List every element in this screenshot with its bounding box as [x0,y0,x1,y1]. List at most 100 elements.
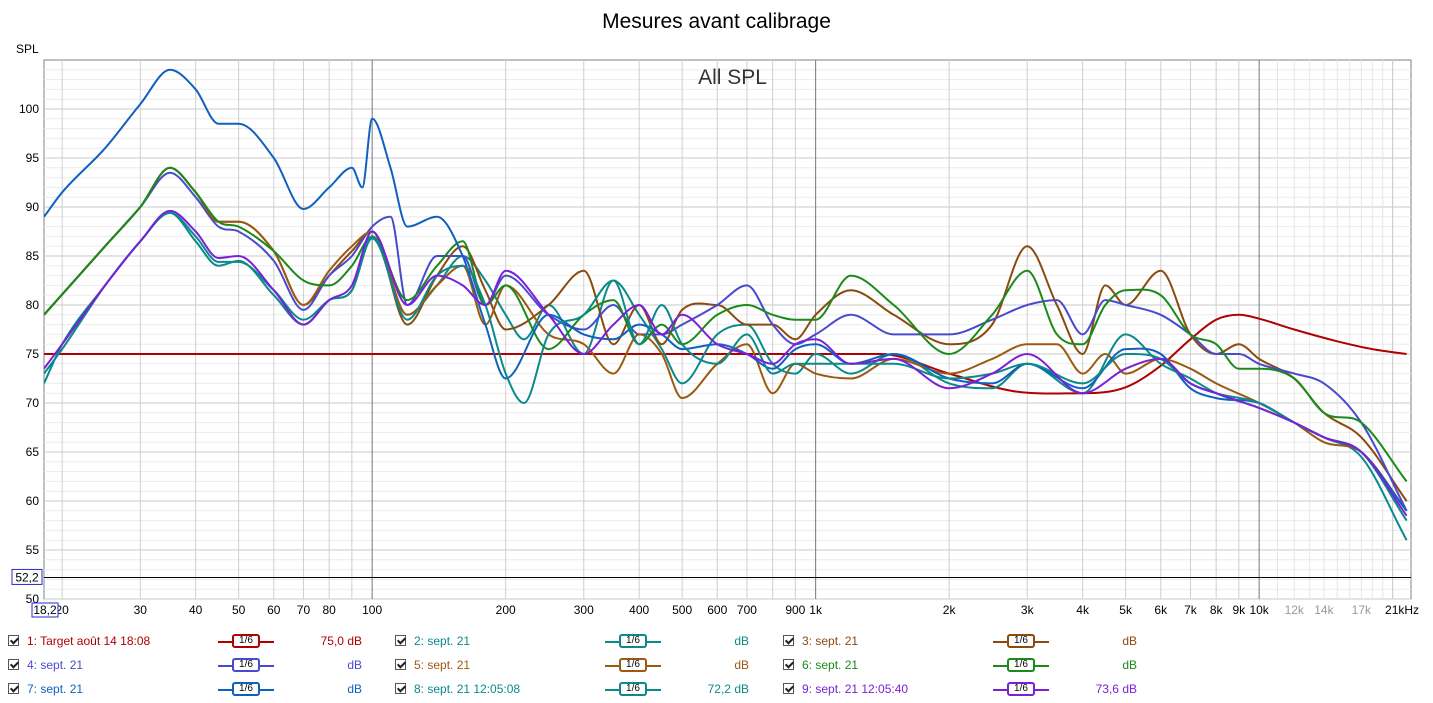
series-line-9 [44,209,1408,517]
x-tick-label: 70 [297,603,311,617]
x-tick-label: 1k [809,603,823,617]
legend-item[interactable]: 4: sept. 21 1/6 dB [6,657,386,677]
smoothing-button[interactable]: 1/6 [232,658,260,672]
x-tick-label: 2k [943,603,957,617]
x-tick-label: 9k [1233,603,1247,617]
x-tick-label: 8k [1210,603,1224,617]
y-tick-label: 75 [26,347,40,361]
x-tick-label: 400 [629,603,649,617]
legend-item[interactable]: 2: sept. 21 1/6 dB [393,633,773,653]
legend-value: dB [734,634,749,648]
legend-checkbox[interactable] [8,635,19,646]
x-tick-label: 7k [1184,603,1198,617]
y-tick-label: 90 [26,200,40,214]
x-tick-label: 20 [55,603,69,617]
x-tick-label: 50 [232,603,246,617]
x-tick-label: 300 [574,603,594,617]
legend-item[interactable]: 8: sept. 21 12:05:08 1/6 72,2 dB [393,681,773,701]
legend-label: 2: sept. 21 [414,634,471,648]
x-tick-label: 10k [1249,603,1269,617]
x-tick-label: 5k [1119,603,1133,617]
x-tick-label: 4k [1076,603,1090,617]
x-tick-label: 60 [267,603,281,617]
y-tick-label: 65 [26,445,40,459]
x-tick-label: 12k [1285,603,1305,617]
legend-label: 3: sept. 21 [802,634,859,648]
legend-item[interactable]: 5: sept. 21 1/6 dB [393,657,773,677]
x-tick-label: 40 [189,603,203,617]
legend-checkbox[interactable] [8,659,19,670]
cursor-y-box [11,568,43,585]
chart-title: Mesures avant calibrage [602,10,831,33]
legend-value: dB [1122,658,1137,672]
smoothing-button[interactable]: 1/6 [1007,658,1035,672]
x-tick-label: 900 [785,603,805,617]
legend-label: 6: sept. 21 [802,658,859,672]
x-tick-label: 200 [496,603,516,617]
smoothing-button[interactable]: 1/6 [619,634,647,648]
y-tick-label: 55 [26,543,40,557]
x-tick-label: 21kHz [1385,603,1419,617]
legend-item[interactable]: 6: sept. 21 1/6 dB [781,657,1161,677]
legend-checkbox[interactable] [395,635,406,646]
x-tick-label: 500 [672,603,692,617]
smoothing-button[interactable]: 1/6 [232,682,260,696]
legend-label: 9: sept. 21 12:05:40 [802,682,909,696]
smoothing-button[interactable]: 1/6 [1007,682,1035,696]
x-tick-label: 14k [1314,603,1334,617]
legend-value: dB [1122,634,1137,648]
series-line-1 [44,313,1407,395]
series-line-6 [44,166,1408,483]
x-tick-label: 3k [1021,603,1035,617]
cursor-x-box [31,602,59,618]
x-tick-label: 80 [322,603,336,617]
series-line-8 [44,211,1408,522]
y-tick-label: 80 [26,298,40,312]
series-line-7 [44,68,1408,512]
legend-value: dB [347,658,362,672]
y-tick-label: 70 [26,396,40,410]
cursor-y-value: 52,2 [15,570,39,584]
y-axis-label: SPL [16,42,39,56]
smoothing-button[interactable]: 1/6 [619,658,647,672]
x-tick-label: 30 [134,603,148,617]
x-tick-label: 6k [1154,603,1168,617]
legend-value: dB [347,682,362,696]
legend-value: 72,2 dB [707,682,749,696]
legend-checkbox[interactable] [395,683,406,694]
plot-inner-title: All SPL [698,66,767,89]
series-line-4 [44,171,1408,512]
series-line-5 [44,166,1408,512]
legend-label: 7: sept. 21 [27,682,84,696]
smoothing-button[interactable]: 1/6 [619,682,647,696]
y-tick-label: 100 [19,102,39,116]
legend-checkbox[interactable] [783,635,794,646]
y-tick-label: 60 [26,494,40,508]
legend-item[interactable]: 7: sept. 21 1/6 dB [6,681,386,701]
x-tick-label: 700 [737,603,757,617]
x-tick-label: 17k [1352,603,1372,617]
cursor-x-value: 18,2 [33,603,57,617]
legend-checkbox[interactable] [8,683,19,694]
legend-value: 75,0 dB [320,634,362,648]
legend-item[interactable]: 1: Target août 14 18:08 1/6 75,0 dB [6,633,386,653]
legend-value: 73,6 dB [1095,682,1137,696]
legend-label: 4: sept. 21 [27,658,84,672]
smoothing-button[interactable]: 1/6 [232,634,260,648]
legend-checkbox[interactable] [395,659,406,670]
legend-label: 8: sept. 21 12:05:08 [414,682,521,696]
x-tick-label: 100 [362,603,382,617]
plot-area [43,59,1412,600]
legend-checkbox[interactable] [783,659,794,670]
y-tick-label: 95 [26,151,40,165]
legend-value: dB [734,658,749,672]
smoothing-button[interactable]: 1/6 [1007,634,1035,648]
x-tick-label: 600 [707,603,727,617]
legend-item[interactable]: 9: sept. 21 12:05:40 1/6 73,6 dB [781,681,1161,701]
legend-item[interactable]: 3: sept. 21 1/6 dB [781,633,1161,653]
legend-checkbox[interactable] [783,683,794,694]
legend-label: 5: sept. 21 [414,658,471,672]
legend-label: 1: Target août 14 18:08 [27,634,151,648]
y-tick-label: 85 [26,249,40,263]
